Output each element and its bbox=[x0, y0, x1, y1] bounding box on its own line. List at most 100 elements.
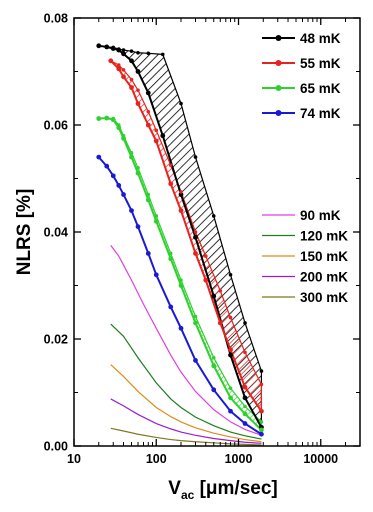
data-point-1-12 bbox=[228, 347, 233, 353]
data-point-0-9 bbox=[178, 192, 184, 197]
series-line-5 bbox=[110, 323, 262, 440]
data-point-1-5 bbox=[145, 122, 151, 128]
data-point-upper-2-12 bbox=[211, 355, 216, 360]
data-point-3-7 bbox=[145, 251, 151, 256]
x-axis-title: Vac [μm/sec] bbox=[168, 478, 277, 502]
data-point-upper-1-3 bbox=[129, 77, 134, 82]
data-point-2-12 bbox=[211, 363, 217, 369]
data-point-upper-0-1 bbox=[104, 45, 109, 49]
data-point-0-10 bbox=[193, 234, 198, 240]
data-point-2-7 bbox=[145, 197, 151, 203]
axis-tick-labels: 10 100 1000 10000 0.00 0.02 0.04 0.06 0.08 bbox=[44, 12, 339, 467]
x-tick-label-2: 1000 bbox=[225, 452, 253, 466]
legend-item-5: 120 mK bbox=[262, 229, 348, 244]
legend-label-3: 74 mK bbox=[300, 106, 341, 121]
legend-label-5: 120 mK bbox=[300, 229, 348, 244]
y-tick-label-4: 0.08 bbox=[44, 12, 68, 26]
data-point-upper-2-1 bbox=[104, 116, 109, 120]
data-point-3-13 bbox=[228, 408, 233, 414]
data-point-2-13 bbox=[228, 395, 233, 401]
data-point-3-0 bbox=[96, 154, 102, 160]
y-tick-label-1: 0.02 bbox=[44, 333, 68, 347]
data-point-upper-0-6 bbox=[136, 50, 140, 55]
data-point-upper-2-10 bbox=[179, 278, 183, 282]
legend-item-0: 48 mK bbox=[262, 31, 341, 46]
data-point-2-14 bbox=[242, 411, 248, 417]
series-band-1 bbox=[110, 60, 263, 414]
data-point-3-2 bbox=[110, 173, 116, 179]
data-point-0-11 bbox=[211, 293, 217, 299]
legend-label-7: 200 mK bbox=[300, 270, 348, 285]
data-point-0-6 bbox=[135, 69, 141, 74]
series-line-3 bbox=[98, 156, 262, 436]
data-point-upper-0-9 bbox=[179, 101, 183, 106]
data-point-1-3 bbox=[129, 85, 134, 90]
legend-label-4: 90 mK bbox=[300, 208, 341, 223]
axis-ticks bbox=[73, 17, 361, 447]
data-point-upper-0-13 bbox=[243, 321, 247, 325]
series-line-4 bbox=[110, 245, 262, 436]
x-tick-label-3: 10000 bbox=[303, 452, 338, 466]
data-point-upper-1-9 bbox=[193, 230, 198, 234]
data-point-2-5 bbox=[129, 154, 134, 160]
data-point-1-14 bbox=[259, 408, 264, 414]
data-point-upper-1-4 bbox=[136, 88, 140, 93]
y-axis-title: NLRS [%] bbox=[14, 189, 35, 276]
data-point-upper-1-13 bbox=[243, 350, 247, 355]
data-point-3-8 bbox=[153, 272, 159, 278]
legend-item-2: 65 mK bbox=[262, 81, 341, 96]
x-tick-label-1: 100 bbox=[146, 452, 167, 466]
data-point-3-11 bbox=[193, 358, 198, 363]
data-point-3-9 bbox=[168, 304, 174, 310]
legend-item-7: 200 mK bbox=[262, 270, 348, 285]
data-point-upper-2-8 bbox=[154, 214, 159, 218]
data-point-1-4 bbox=[135, 101, 141, 106]
legend-swatch-marker-1 bbox=[275, 60, 282, 66]
data-point-upper-2-13 bbox=[228, 386, 233, 391]
legend-swatch-marker-3 bbox=[275, 110, 282, 116]
data-point-upper-2-7 bbox=[146, 192, 151, 197]
data-point-upper-1-1 bbox=[116, 63, 121, 67]
data-point-3-6 bbox=[135, 224, 141, 230]
data-point-upper-0-14 bbox=[259, 369, 264, 373]
data-point-3-12 bbox=[211, 387, 217, 393]
data-point-upper-1-12 bbox=[228, 315, 233, 320]
data-point-upper-0-11 bbox=[211, 214, 216, 218]
legend-item-1: 55 mK bbox=[262, 56, 341, 71]
x-tick-label-0: 10 bbox=[67, 452, 81, 466]
data-point-0-4 bbox=[121, 51, 126, 57]
data-point-upper-2-5 bbox=[129, 151, 134, 155]
series-line-8 bbox=[110, 427, 262, 446]
data-point-upper-0-7 bbox=[146, 51, 151, 56]
data-point-3-1 bbox=[104, 163, 110, 169]
data-point-1-7 bbox=[168, 181, 174, 187]
data-point-upper-2-4 bbox=[121, 133, 126, 138]
data-point-1-1 bbox=[116, 66, 122, 72]
data-point-upper-1-2 bbox=[121, 68, 126, 72]
y-tick-label-3: 0.06 bbox=[44, 119, 68, 133]
legend-swatch-marker-0 bbox=[275, 35, 282, 41]
data-point-0-12 bbox=[228, 352, 233, 358]
data-point-upper-2-9 bbox=[168, 251, 173, 256]
x-axis-title-main: V bbox=[168, 478, 181, 499]
data-point-upper-2-14 bbox=[243, 404, 247, 409]
data-point-0-13 bbox=[242, 395, 248, 401]
series-line-7 bbox=[110, 398, 262, 444]
data-point-0-5 bbox=[129, 58, 134, 64]
legend-label-8: 300 mK bbox=[300, 290, 348, 305]
legend-item-6: 150 mK bbox=[262, 249, 348, 264]
data-point-upper-2-15 bbox=[259, 420, 264, 424]
data-point-1-2 bbox=[121, 74, 126, 80]
x-axis-title-unit: [μm/sec] bbox=[194, 478, 277, 499]
data-point-upper-2-6 bbox=[136, 166, 140, 170]
data-point-upper-0-5 bbox=[129, 49, 134, 53]
data-point-3-15 bbox=[259, 431, 264, 437]
data-point-2-4 bbox=[121, 135, 126, 141]
data-point-upper-1-6 bbox=[154, 128, 159, 133]
x-axis-title-subscript: ac bbox=[181, 488, 195, 502]
data-point-3-4 bbox=[121, 192, 126, 197]
data-point-upper-1-0 bbox=[108, 59, 113, 63]
legend: 48 mK 55 mK 65 mK 74 mK 90 mK 120 mK 150 mK 200… bbox=[262, 31, 348, 305]
data-point-3-3 bbox=[116, 183, 122, 188]
